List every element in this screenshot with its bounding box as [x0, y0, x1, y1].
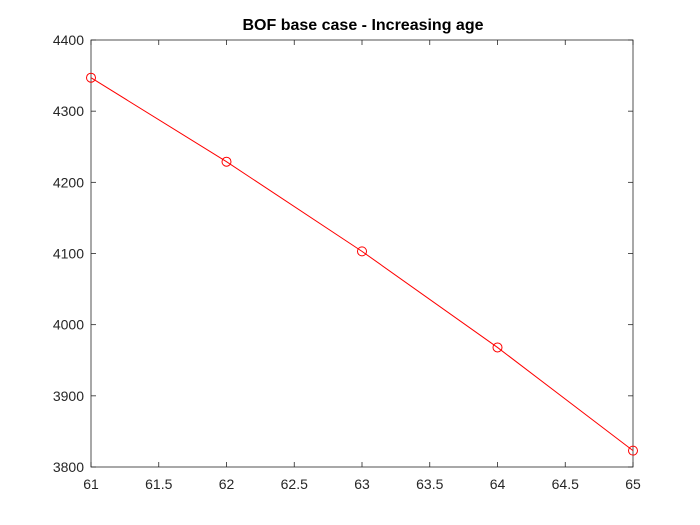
- y-tick-label: 4000: [53, 317, 84, 333]
- data-point: [357, 246, 367, 257]
- x-tick-label: 64.5: [552, 476, 579, 492]
- data-point: [221, 156, 232, 167]
- x-tick-label: 61.5: [145, 476, 172, 492]
- y-tick-label: 3900: [53, 388, 84, 404]
- x-tick-label: 63: [354, 476, 370, 492]
- x-tick-label: 61: [83, 476, 99, 492]
- x-tick-label: 65: [625, 476, 641, 492]
- series-layer: [86, 72, 638, 456]
- axes: 61 61.5 62 62.5 63 63.5 64 64.5 65 3800 3900 4000 4…: [53, 32, 641, 492]
- chart-title: BOF base case - Increasing age: [243, 17, 484, 34]
- y-tick-label: 4300: [53, 103, 84, 119]
- x-tick-label: 64: [490, 476, 506, 492]
- x-tick-label: 62.5: [281, 476, 308, 492]
- y-tick-label: 3800: [53, 459, 84, 475]
- data-point: [492, 342, 503, 353]
- y-tick-label: 4400: [53, 32, 84, 48]
- y-axis: 3800 3900 4000 4100 4200 4300 4400: [53, 32, 633, 475]
- series-line: [90, 77, 634, 452]
- data-point: [86, 72, 96, 83]
- x-tick-label: 63.5: [416, 476, 443, 492]
- y-tick-label: 4100: [53, 246, 84, 262]
- x-tick-label: 62: [219, 476, 235, 492]
- y-tick-label: 4200: [53, 174, 84, 190]
- plot-area: [90, 39, 634, 468]
- data-point: [628, 445, 638, 456]
- x-axis: 61 61.5 62 62.5 63 63.5 64 64.5 65: [83, 40, 641, 492]
